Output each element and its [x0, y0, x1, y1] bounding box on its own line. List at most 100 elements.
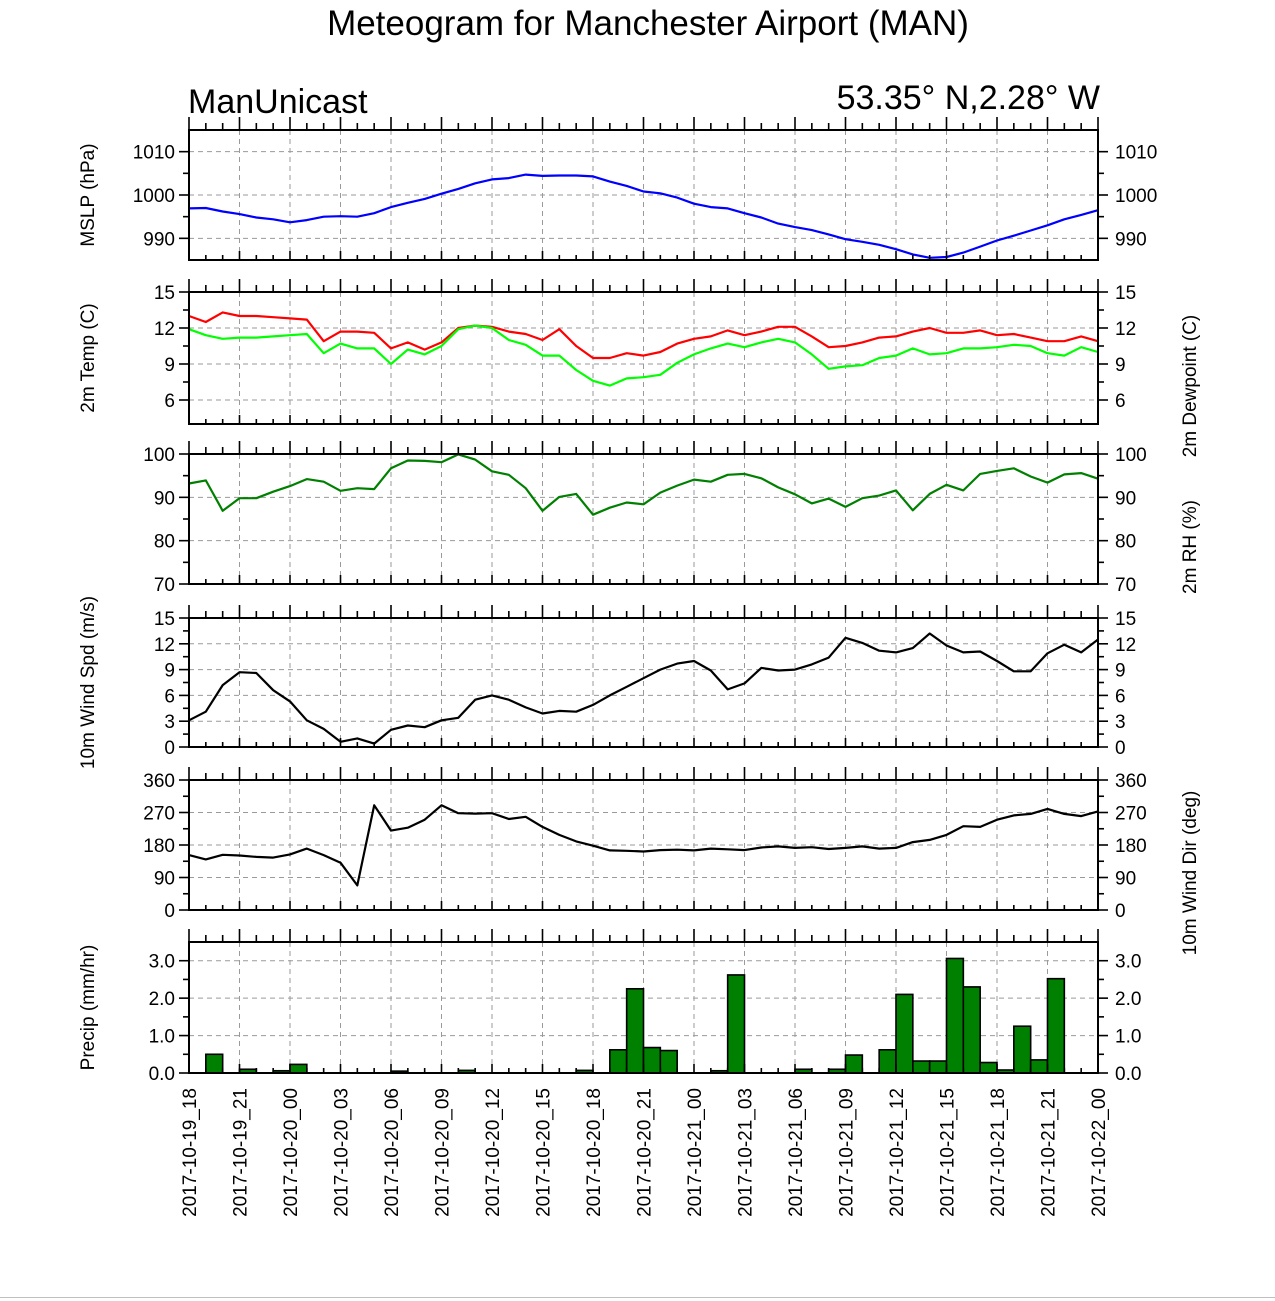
- y-tick-label-right: 2.0: [1115, 989, 1141, 1010]
- precip-bar: [726, 974, 746, 1074]
- precip-bar: [1046, 977, 1066, 1074]
- y-tick-label-right: 1000: [1115, 186, 1157, 207]
- panel-2: 6 6 9 9 12 12 15 15 2m Temp (C) 2m Dewpoint (C): [78, 279, 1201, 457]
- y-axis-title-left: MSLP (hPa): [78, 143, 99, 246]
- y-tick-label-right: 6: [1115, 686, 1126, 707]
- y-tick-label-left: 90: [154, 488, 175, 509]
- x-tick-label: 2017-10-22_00: [1089, 1088, 1110, 1217]
- x-tick-label: 2017-10-21_18: [988, 1088, 1009, 1217]
- y-tick-label-right: 15: [1115, 609, 1136, 630]
- y-tick-label-right: 0.0: [1115, 1064, 1141, 1085]
- y-tick-label-right: 0: [1115, 901, 1126, 922]
- series-line-1: [188, 453, 1099, 516]
- y-tick-label-left: 3: [164, 712, 175, 733]
- precip-bar: [962, 986, 981, 1074]
- y-tick-label-left: 12: [154, 635, 175, 656]
- x-tick-label: 2017-10-21_00: [685, 1088, 706, 1217]
- x-tick-label: 2017-10-20_12: [483, 1088, 504, 1217]
- y-tick-label-right: 990: [1115, 229, 1147, 250]
- x-tick-label: 2017-10-21_21: [1039, 1088, 1060, 1217]
- y-tick-label-right: 180: [1115, 836, 1147, 857]
- precip-bar: [609, 1048, 628, 1074]
- y-tick-label-left: 2.0: [149, 989, 175, 1010]
- y-tick-label-right: 270: [1115, 804, 1147, 825]
- y-tick-label-left: 180: [143, 836, 175, 857]
- y-tick-label-right: 1010: [1115, 143, 1157, 164]
- precip-bar: [1013, 1025, 1032, 1074]
- x-tick-label: 2017-10-21_09: [837, 1088, 858, 1217]
- y-tick-label-left: 9: [164, 355, 175, 376]
- y-tick-label-right: 100: [1115, 445, 1147, 466]
- x-tick-label: 2017-10-21_03: [736, 1088, 757, 1217]
- y-tick-label-right: 0: [1115, 738, 1126, 759]
- y-tick-label-left: 6: [164, 391, 175, 412]
- location-label: 53.35° N,2.28° W: [837, 79, 1100, 117]
- y-tick-label-left: 9: [164, 661, 175, 682]
- x-tick-label: 2017-10-20_03: [332, 1088, 353, 1217]
- x-axis: 2017-10-19_18 2017-10-19_21 2017-10-20_00 2…: [180, 1088, 1110, 1217]
- y-tick-label-right: 12: [1115, 635, 1136, 656]
- y-tick-label-left: 0: [164, 901, 175, 922]
- y-tick-label-left: 360: [143, 771, 175, 792]
- y-axis-title-left: 2m Temp (C): [78, 303, 99, 412]
- bottom-border: [0, 1297, 1275, 1298]
- y-tick-label-right: 9: [1115, 661, 1126, 682]
- y-tick-label-right: 3.0: [1115, 952, 1141, 973]
- precip-bar: [928, 1060, 948, 1074]
- y-tick-label-left: 3.0: [149, 952, 175, 973]
- precip-bar: [878, 1048, 897, 1074]
- precip-bar: [642, 1046, 662, 1074]
- y-tick-label-left: 270: [143, 804, 175, 825]
- y-tick-label-right: 360: [1115, 771, 1147, 792]
- x-tick-label: 2017-10-19_18: [180, 1088, 201, 1217]
- x-tick-label: 2017-10-20_00: [281, 1088, 302, 1217]
- y-tick-label-right: 9: [1115, 355, 1126, 376]
- panel-4: 0 0 3 3 6 6 9 9 12 12 15 15 10m Wind Spd (m/s): [78, 596, 1136, 769]
- y-tick-label-left: 0: [164, 738, 175, 759]
- y-tick-label-right: 12: [1115, 319, 1136, 340]
- series-line-1: [188, 311, 1099, 360]
- panel-5: 0 0 90 90 180 180 270 270 360 360 10m Wind Dir (de…: [143, 767, 1201, 955]
- panel-3: 70 70 80 80 90 90 100 100 2m RH (%): [143, 441, 1201, 596]
- chart-title: Meteogram for Manchester Airport (MAN): [327, 4, 969, 43]
- y-tick-label-right: 80: [1115, 532, 1136, 553]
- precip-bar: [895, 993, 914, 1074]
- y-tick-label-right: 70: [1115, 575, 1136, 596]
- x-tick-label: 2017-10-20_21: [635, 1088, 656, 1217]
- y-tick-label-left: 6: [164, 686, 175, 707]
- model-label: ManUnicast: [188, 83, 368, 121]
- precip-bar: [912, 1060, 931, 1074]
- x-tick-label: 2017-10-21_15: [938, 1088, 959, 1217]
- y-tick-label-right: 1.0: [1115, 1027, 1141, 1048]
- y-tick-label-left: 1000: [133, 186, 175, 207]
- y-tick-label-left: 15: [154, 609, 175, 630]
- panel-1: 990 990 1000 1000 1010 1010 MSLP (hPa): [78, 117, 1157, 261]
- series-line-2: [188, 324, 1099, 387]
- x-tick-label: 2017-10-20_06: [382, 1088, 403, 1217]
- precip-bar: [1029, 1059, 1049, 1074]
- precip-bar: [979, 1061, 998, 1074]
- x-tick-label: 2017-10-21_12: [887, 1088, 908, 1217]
- y-tick-label-right: 15: [1115, 283, 1136, 304]
- y-tick-label-left: 80: [154, 532, 175, 553]
- x-tick-label: 2017-10-19_21: [231, 1088, 252, 1217]
- y-tick-label-left: 1010: [133, 143, 175, 164]
- y-tick-label-left: 0.0: [149, 1064, 175, 1085]
- x-tick-label: 2017-10-20_09: [433, 1088, 454, 1217]
- x-tick-label: 2017-10-20_15: [534, 1088, 555, 1217]
- precip-bar: [289, 1063, 308, 1074]
- precip-bar: [945, 957, 965, 1074]
- series-line-1: [188, 804, 1099, 887]
- y-tick-label-left: 90: [154, 869, 175, 890]
- precip-bar: [625, 987, 645, 1074]
- x-tick-label: 2017-10-20_18: [584, 1088, 605, 1217]
- y-tick-label-left: 70: [154, 575, 175, 596]
- x-tick-label: 2017-10-21_06: [786, 1088, 807, 1217]
- y-tick-label-left: 100: [143, 445, 175, 466]
- y-axis-title-right: 2m Dewpoint (C): [1180, 315, 1201, 458]
- y-tick-label-right: 6: [1115, 391, 1126, 412]
- y-tick-label-right: 3: [1115, 712, 1126, 733]
